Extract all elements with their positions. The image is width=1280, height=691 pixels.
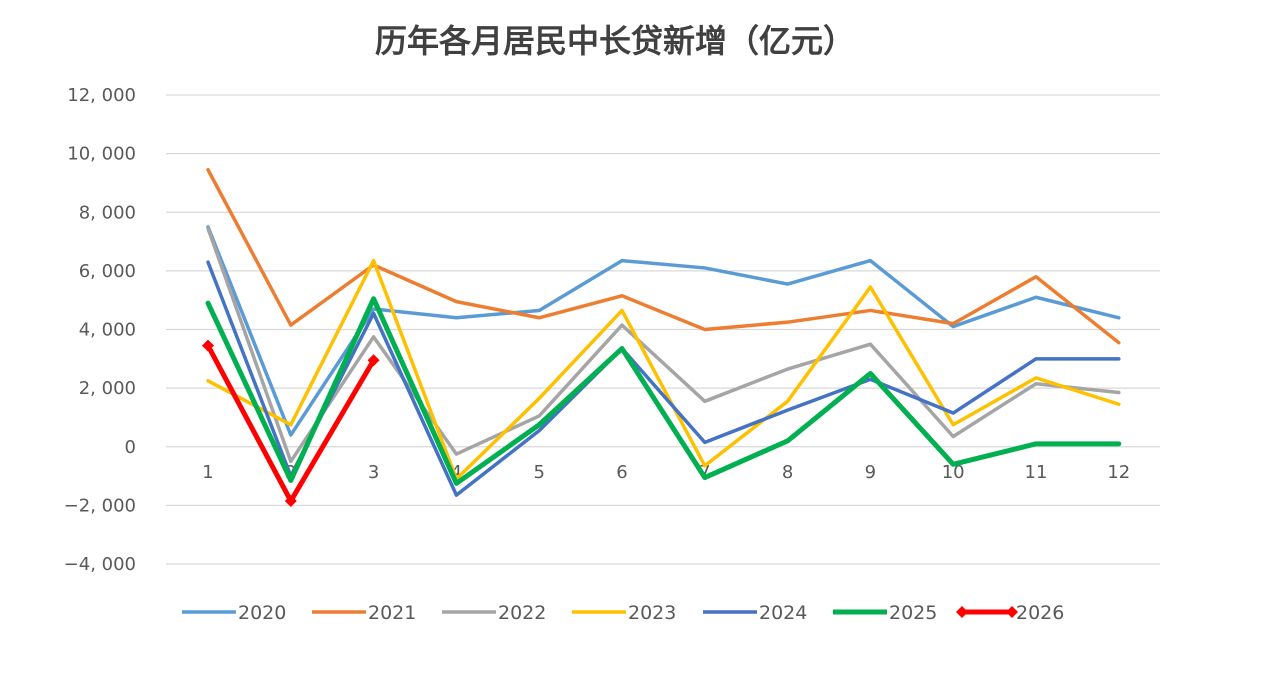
series-line-2025 (205, 296, 1122, 486)
series-lines (202, 167, 1122, 507)
x-tick-label: 5 (533, 462, 544, 483)
x-tick-label: 3 (368, 462, 379, 483)
legend-label-2025: 2025 (889, 602, 937, 624)
legend-label-2026: 2026 (1016, 602, 1064, 624)
series-line-2022 (206, 226, 1121, 464)
series-line-2020 (206, 225, 1121, 437)
x-tick-label: 10 (942, 462, 965, 483)
x-tick-label: 11 (1025, 462, 1048, 483)
x-tick-label: 8 (782, 462, 793, 483)
y-tick-label: −2, 000 (64, 495, 136, 516)
legend-marker-2026 (956, 606, 968, 618)
x-tick-label: 1 (202, 462, 213, 483)
y-tick-label: −4, 000 (64, 554, 136, 575)
legend-label-2020: 2020 (238, 602, 286, 624)
x-tick-label: 6 (616, 462, 627, 483)
series-line-2024 (206, 260, 1121, 497)
x-axis-ticks: 1 2 3 4 5 6 7 8 9 10 11 12 (202, 462, 1130, 483)
y-tick-label: 10, 000 (67, 144, 136, 165)
legend-label-2022: 2022 (498, 602, 546, 624)
x-tick-label: 12 (1107, 462, 1130, 483)
series-marker-2026 (202, 339, 214, 352)
y-tick-label: 12, 000 (67, 85, 136, 106)
x-tick-label: 9 (865, 462, 876, 483)
y-tick-label: 2, 000 (79, 378, 136, 399)
series-line-2021 (206, 167, 1121, 345)
legend-label-2024: 2024 (759, 602, 807, 624)
y-tick-label: 0 (125, 437, 136, 458)
y-tick-label: 6, 000 (79, 261, 136, 282)
y-tick-label: 4, 000 (79, 320, 136, 341)
x-tick-label: 4 (451, 462, 462, 483)
y-tick-label: 8, 000 (79, 202, 136, 223)
x-tick-label: 7 (699, 462, 710, 483)
series-marker-2026 (284, 494, 297, 507)
legend-label-2021: 2021 (368, 602, 416, 624)
legend-label-2023: 2023 (628, 602, 676, 624)
chart-title: 历年各月居民中长贷新增（亿元） (375, 22, 855, 60)
series-line-2023 (206, 258, 1121, 481)
legend-marker-2026 (1006, 606, 1018, 618)
grid-lines (166, 94, 1160, 565)
series-marker-2026 (367, 354, 380, 367)
legend: 2020 2021 2022 2023 2024 2025 2026 (182, 602, 1064, 624)
y-axis-ticks: 12, 000 10, 000 8, 000 6, 000 4, 000 2, 000 0 −… (64, 85, 136, 575)
